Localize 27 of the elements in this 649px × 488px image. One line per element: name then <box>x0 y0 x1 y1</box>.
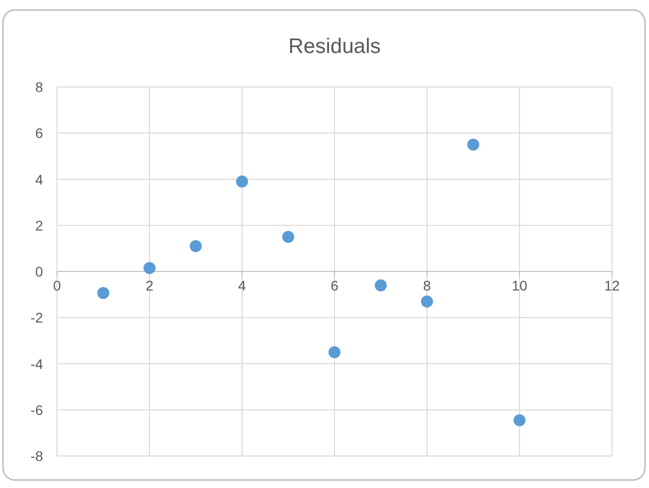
y-tick-label: 2 <box>35 217 44 234</box>
y-tick-label: 0 <box>35 264 44 280</box>
x-tick-label: 2 <box>146 278 154 294</box>
y-tick-label: 4 <box>35 171 44 188</box>
x-tick-label: 4 <box>238 278 246 294</box>
point <box>421 295 433 308</box>
x-tick-label: 6 <box>330 278 339 294</box>
point <box>467 138 480 151</box>
y-tick-label: 6 <box>35 125 44 142</box>
x-tick-label: 0 <box>53 278 62 294</box>
point <box>282 230 294 243</box>
point <box>190 240 202 252</box>
y-tick-label: -6 <box>30 402 44 418</box>
x-tick-label: 8 <box>423 278 432 294</box>
point <box>328 346 340 358</box>
x-tick-label: 12 <box>604 278 620 294</box>
y-tick-label: -8 <box>30 448 44 464</box>
point <box>97 286 110 299</box>
point <box>236 176 248 188</box>
y-tick-label: -4 <box>30 356 44 372</box>
point <box>144 262 156 274</box>
chart-title: Residuals <box>288 35 381 58</box>
x-tick-label: 10 <box>512 278 528 294</box>
point <box>514 414 526 426</box>
y-tick-label: -2 <box>30 310 44 326</box>
point <box>374 279 387 292</box>
y-tick-label: 8 <box>35 79 44 95</box>
